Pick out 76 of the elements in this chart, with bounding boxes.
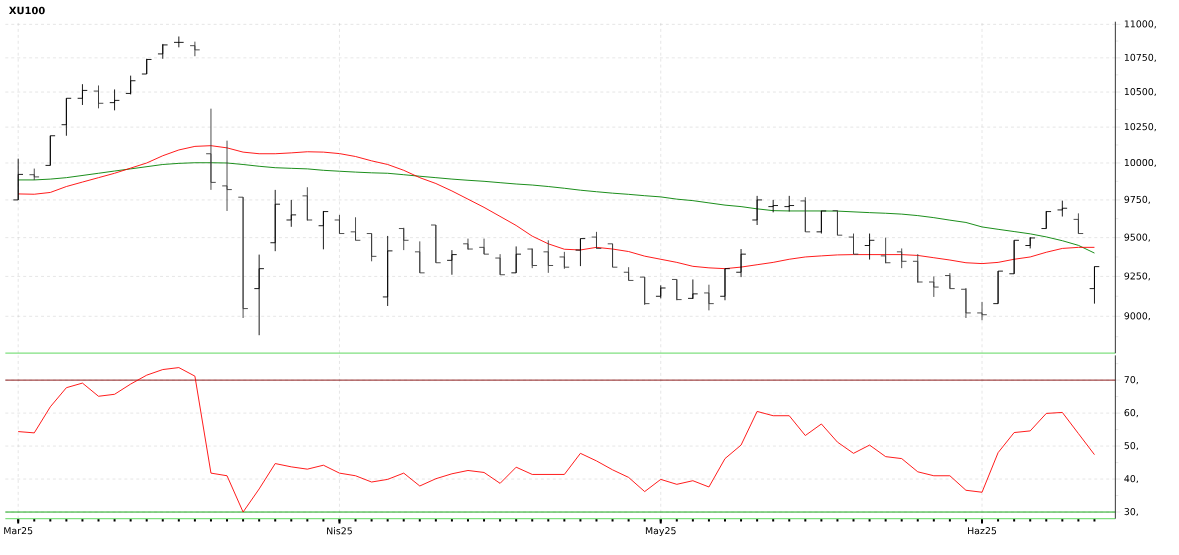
- y-tick-label: 11000,: [1124, 20, 1156, 29]
- x-tick-label: Haz25: [968, 526, 997, 535]
- candlestick: [93, 84, 104, 109]
- candlestick: [543, 239, 554, 274]
- candlestick: [61, 97, 72, 136]
- candlestick: [960, 287, 972, 319]
- candlestick: [221, 139, 233, 212]
- y-tick-label: 60,: [1124, 408, 1138, 417]
- candlestick: [671, 278, 683, 301]
- candlestick: [1073, 212, 1084, 234]
- y-tick-label: 40,: [1124, 474, 1138, 483]
- candlestick: [703, 284, 715, 311]
- candlestick: [992, 270, 1004, 304]
- y-tick-label: 9250,: [1124, 272, 1150, 281]
- candlestick: [269, 189, 281, 252]
- y-tick-label: 30,: [1124, 507, 1138, 516]
- candlestick: [848, 232, 859, 255]
- candlestick: [253, 253, 265, 336]
- candlestick: [1008, 239, 1020, 274]
- candlestick: [382, 235, 393, 307]
- candlestick: [864, 232, 875, 260]
- x-tick-label: Nis25: [327, 526, 352, 535]
- candlestick: [189, 40, 201, 57]
- candlestick: [976, 301, 988, 321]
- x-tick-label: Mar25: [4, 526, 33, 535]
- chart-title: XU100: [9, 6, 45, 14]
- candlestick: [398, 227, 409, 251]
- candlestick: [302, 186, 313, 221]
- candlestick: [510, 245, 522, 274]
- candlestick: [719, 267, 731, 301]
- candlestick: [430, 224, 442, 263]
- candlestick: [783, 195, 795, 212]
- candlestick: [575, 237, 586, 267]
- x-tick-label: May25: [645, 526, 676, 536]
- candlestick: [205, 107, 217, 191]
- candlestick: [45, 135, 56, 166]
- candlestick: [414, 240, 426, 274]
- candlestick: [494, 253, 506, 275]
- y-tick-label: 10750,: [1124, 53, 1156, 62]
- candlestick: [751, 195, 763, 226]
- candlestick: [77, 83, 88, 106]
- candlestick: [334, 214, 345, 234]
- y-tick-label: 10000,: [1124, 158, 1156, 167]
- candlestick: [687, 278, 699, 300]
- y-tick-label: 10250,: [1124, 122, 1156, 131]
- y-tick-label: 50,: [1124, 441, 1138, 450]
- candlestick: [286, 199, 297, 228]
- candlestick: [318, 210, 329, 250]
- candlestick: [125, 74, 136, 95]
- candlestick: [816, 209, 827, 234]
- candlestick: [366, 232, 377, 262]
- candlestick: [1089, 265, 1100, 304]
- candlestick: [800, 196, 811, 233]
- y-tick-label: 10500,: [1124, 87, 1156, 96]
- candlestick: [478, 237, 490, 255]
- candlestick: [880, 236, 891, 264]
- candlestick: [639, 276, 650, 306]
- y-tick-label: 70,: [1124, 375, 1138, 384]
- candlestick: [12, 157, 24, 201]
- y-tick-label: 9000,: [1124, 312, 1150, 321]
- candlestick: [912, 253, 924, 283]
- candlestick: [173, 35, 185, 48]
- candlestick: [928, 275, 940, 298]
- candlestick: [350, 216, 361, 241]
- candlestick: [109, 88, 120, 111]
- y-tick-label: 9500,: [1124, 233, 1150, 242]
- candlestick: [1057, 199, 1068, 217]
- y-tick-label: 9750,: [1124, 195, 1150, 204]
- candlestick: [237, 196, 249, 319]
- candlestick: [767, 199, 779, 213]
- candlestick: [526, 247, 538, 269]
- candlestick: [446, 249, 458, 275]
- candlestick: [896, 247, 907, 269]
- candlestick: [735, 248, 747, 278]
- candlestick: [607, 243, 618, 268]
- candlestick: [832, 209, 843, 236]
